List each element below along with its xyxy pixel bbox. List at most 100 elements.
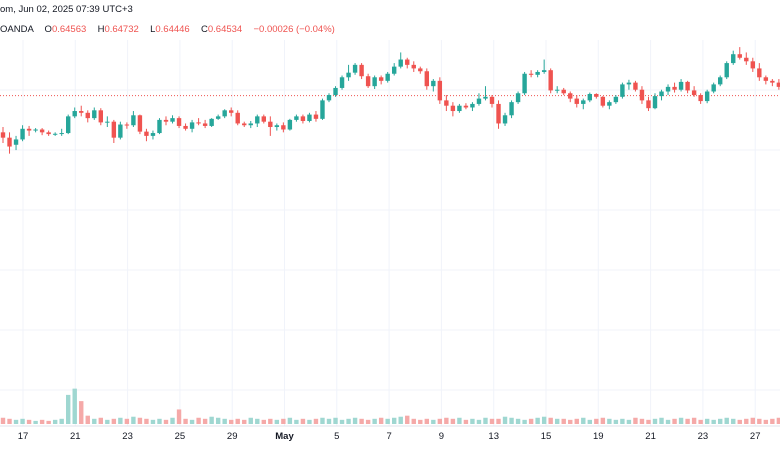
volume-bar bbox=[607, 418, 612, 424]
candle bbox=[470, 102, 475, 112]
candle-body bbox=[502, 115, 508, 124]
candle-body bbox=[574, 98, 579, 104]
volume-bar bbox=[46, 420, 51, 424]
candle bbox=[646, 96, 651, 112]
candle-body bbox=[672, 86, 677, 90]
candle bbox=[150, 130, 156, 140]
candle-body bbox=[561, 89, 566, 94]
candle bbox=[535, 70, 540, 78]
x-tick-label: 17 bbox=[18, 431, 29, 442]
x-tick-label: 23 bbox=[122, 431, 133, 442]
candle bbox=[665, 84, 671, 96]
candle-body bbox=[411, 64, 416, 69]
volume-bar bbox=[320, 417, 325, 424]
candle-body bbox=[555, 89, 560, 91]
candle-body bbox=[150, 133, 156, 136]
candle-body bbox=[678, 81, 684, 90]
low-value: 0.64446 bbox=[155, 24, 190, 35]
candle bbox=[72, 107, 77, 119]
volume-bar bbox=[678, 417, 684, 424]
candle-body bbox=[281, 125, 286, 130]
candle-body bbox=[594, 93, 599, 97]
candle-body bbox=[522, 73, 527, 94]
high-value: 0.64732 bbox=[104, 24, 139, 35]
volume-bar bbox=[731, 418, 736, 424]
candle-body bbox=[98, 110, 103, 123]
candle-body bbox=[509, 102, 514, 116]
candle bbox=[326, 93, 332, 103]
volume-bar bbox=[378, 417, 384, 424]
candle bbox=[659, 89, 664, 101]
volume-bar bbox=[392, 417, 397, 424]
candle bbox=[561, 87, 566, 96]
volume-bar bbox=[672, 418, 677, 424]
x-tick-label: 21 bbox=[645, 431, 656, 442]
volume-bar bbox=[131, 416, 136, 424]
volume-bar bbox=[255, 418, 260, 424]
candle-body bbox=[163, 119, 169, 122]
candle bbox=[594, 93, 599, 99]
candle bbox=[144, 128, 149, 142]
candle-body bbox=[476, 98, 482, 104]
volume-bar bbox=[105, 419, 110, 424]
source-label: OANDA bbox=[0, 24, 34, 35]
volume-bar bbox=[548, 417, 553, 424]
candle-body bbox=[385, 73, 390, 81]
volume-bar bbox=[568, 419, 573, 424]
x-tick-label: 29 bbox=[227, 431, 238, 442]
volume-bar bbox=[665, 419, 671, 424]
candle bbox=[307, 112, 312, 123]
volume-bar bbox=[248, 417, 253, 424]
x-tick-label: 19 bbox=[593, 431, 604, 442]
candle-body bbox=[118, 124, 123, 138]
volume-bar bbox=[450, 418, 456, 424]
candle bbox=[287, 118, 293, 131]
candle bbox=[424, 68, 429, 90]
volume-bar bbox=[535, 417, 540, 424]
volume-bar bbox=[209, 416, 214, 424]
candle bbox=[600, 96, 606, 108]
candle bbox=[313, 111, 319, 122]
volume-bar bbox=[528, 418, 534, 424]
volume-bar bbox=[85, 415, 90, 424]
volume-bar bbox=[646, 419, 651, 424]
candle bbox=[189, 119, 195, 133]
x-axis-ticks: 17 21 23 25 29 May 5 7 9 13 15 19 21 23 27 bbox=[18, 431, 761, 442]
candle bbox=[411, 61, 416, 72]
candle-body bbox=[418, 68, 423, 72]
candle-body bbox=[750, 61, 755, 69]
volume-bar bbox=[424, 418, 429, 424]
candle bbox=[20, 125, 25, 142]
candle-body bbox=[731, 54, 736, 64]
candle bbox=[633, 80, 638, 92]
candle bbox=[515, 91, 521, 104]
candle-body bbox=[431, 80, 436, 87]
candle-body bbox=[711, 84, 716, 92]
candle bbox=[757, 63, 762, 81]
change-value: −0.00026 (−0.04%) bbox=[253, 24, 335, 35]
candle-body bbox=[307, 114, 312, 121]
candle-series bbox=[0, 47, 780, 154]
candle-body bbox=[157, 119, 162, 134]
candle bbox=[555, 86, 560, 94]
candle bbox=[137, 114, 143, 135]
volume-bar bbox=[652, 418, 658, 424]
candle-body bbox=[183, 125, 188, 129]
volume-bar bbox=[39, 419, 45, 424]
x-tick-label: 9 bbox=[439, 431, 444, 442]
volume-bar bbox=[274, 419, 280, 424]
candle-body bbox=[392, 66, 397, 74]
candle-body bbox=[26, 128, 32, 131]
candle bbox=[124, 122, 130, 129]
volume-bar bbox=[118, 417, 123, 424]
volume-bar bbox=[98, 417, 103, 424]
candle bbox=[483, 86, 488, 101]
volume-bar bbox=[124, 418, 130, 424]
candle bbox=[300, 114, 306, 124]
candle bbox=[744, 52, 749, 65]
candle-body bbox=[652, 96, 658, 109]
candle bbox=[718, 75, 723, 87]
candle bbox=[0, 127, 6, 143]
